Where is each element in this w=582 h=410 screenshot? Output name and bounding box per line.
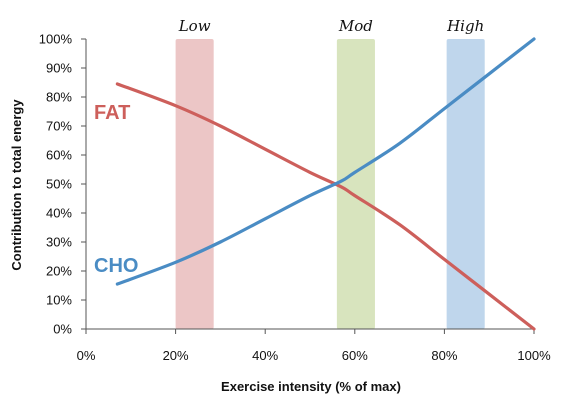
series-line-fat xyxy=(115,82,536,331)
y-ticks: 0% 10% 20% 30% 40% 50% 60% 70% 80% 90% 100% xyxy=(39,32,86,337)
y-tick-label: 100% xyxy=(39,32,73,47)
y-tick-label: 0% xyxy=(53,322,72,337)
y-tick-label: 80% xyxy=(46,90,72,105)
x-tick-label: 100% xyxy=(517,348,551,363)
series-label-fat: FAT xyxy=(94,102,130,124)
x-tick-label: 40% xyxy=(252,348,278,363)
band-label-mod: Mod xyxy=(338,17,373,35)
y-tick-label: 70% xyxy=(46,119,72,134)
x-tick-label: 80% xyxy=(431,348,457,363)
band-label-low: Low xyxy=(178,17,211,35)
y-tick-label: 20% xyxy=(46,264,72,279)
y-tick-label: 60% xyxy=(46,148,72,163)
band-low xyxy=(175,39,214,329)
band-high xyxy=(446,39,485,329)
band-mod xyxy=(336,39,375,329)
y-tick-label: 40% xyxy=(46,206,72,221)
x-ticks: 0% 20% 40% 60% 80% 100% xyxy=(77,329,551,363)
x-axis-title: Exercise intensity (% of max) xyxy=(221,379,401,394)
x-tick-label: 20% xyxy=(163,348,189,363)
y-tick-label: 90% xyxy=(46,61,72,76)
y-tick-label: 10% xyxy=(46,293,72,308)
bands-layer: Low Mod High xyxy=(175,17,485,329)
y-tick-label: 30% xyxy=(46,235,72,250)
y-tick-label: 50% xyxy=(46,177,72,192)
band-label-high: High xyxy=(446,17,484,35)
x-tick-label: 60% xyxy=(342,348,368,363)
series-line-cho xyxy=(115,37,536,286)
y-axis-title: Contribution to total energy xyxy=(9,99,24,271)
x-tick-label: 0% xyxy=(77,348,96,363)
series-layer: FAT CHO xyxy=(94,37,536,331)
series-label-cho: CHO xyxy=(94,255,138,277)
